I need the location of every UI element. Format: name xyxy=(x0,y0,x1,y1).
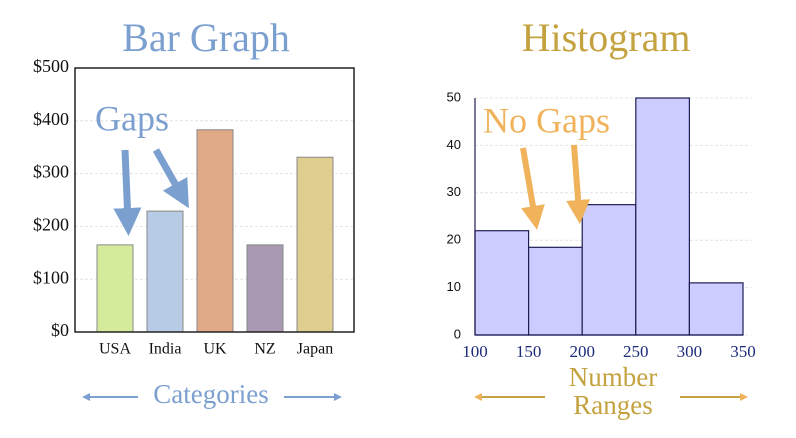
y-tick-label: 20 xyxy=(447,232,461,247)
axis-label: Categories xyxy=(153,379,268,409)
histogram-bar xyxy=(474,230,530,336)
chart-title: Histogram xyxy=(522,15,691,60)
x-tick-label: UK xyxy=(203,341,227,358)
bar xyxy=(196,129,234,333)
y-tick-label: 30 xyxy=(447,184,461,199)
histogram-bar xyxy=(527,246,583,336)
bar xyxy=(296,156,334,333)
y-tick-label: 50 xyxy=(447,89,461,104)
y-tick-label: 40 xyxy=(447,137,461,152)
x-tick-label: Japan xyxy=(297,341,333,358)
histogram-bar xyxy=(581,204,637,336)
x-tick-label: 150 xyxy=(516,342,542,361)
x-tick-label: 100 xyxy=(462,342,488,361)
annotations: Gaps No Gaps Categories Number Ranges xyxy=(82,98,748,420)
y-tick-label: 0 xyxy=(454,326,461,341)
bar xyxy=(146,210,184,333)
plot-frame xyxy=(74,67,355,333)
axis-label: Ranges xyxy=(573,390,652,420)
x-tick-label: India xyxy=(149,341,182,358)
x-tick-label: 300 xyxy=(677,342,703,361)
arrow xyxy=(113,149,142,236)
axis-label: Number xyxy=(569,362,657,392)
chart-title: Bar Graph xyxy=(122,15,290,60)
y-tick-label: $0 xyxy=(51,320,69,340)
y-tick-label: $500 xyxy=(33,56,69,76)
y-tick-label: $200 xyxy=(33,215,69,235)
histogram-bar xyxy=(635,97,690,336)
arrow xyxy=(566,144,591,224)
bar xyxy=(96,244,134,333)
histogram-chart: Histogram 0 10 20 30 40 50 100 150 200 250 300 350 xyxy=(447,15,756,361)
x-tick-label: 250 xyxy=(623,342,649,361)
y-tick-label: $300 xyxy=(33,162,69,182)
arrow xyxy=(152,148,189,209)
x-tick-label: NZ xyxy=(254,341,275,358)
y-tick-label: $100 xyxy=(33,267,69,287)
y-tick-label: $400 xyxy=(33,109,69,129)
x-tick-label: 350 xyxy=(730,342,756,361)
x-tick-label: USA xyxy=(99,341,131,358)
arrow xyxy=(520,147,545,230)
x-tick-label: 200 xyxy=(569,342,595,361)
bar-chart: Bar Graph $0 $100 $200 $300 $400 $500 USA India… xyxy=(33,15,355,358)
annotation: Gaps xyxy=(95,98,169,138)
histogram-bar xyxy=(688,282,744,336)
y-tick-label: 10 xyxy=(447,279,461,294)
annotation: No Gaps xyxy=(483,100,610,140)
bar xyxy=(246,244,284,333)
